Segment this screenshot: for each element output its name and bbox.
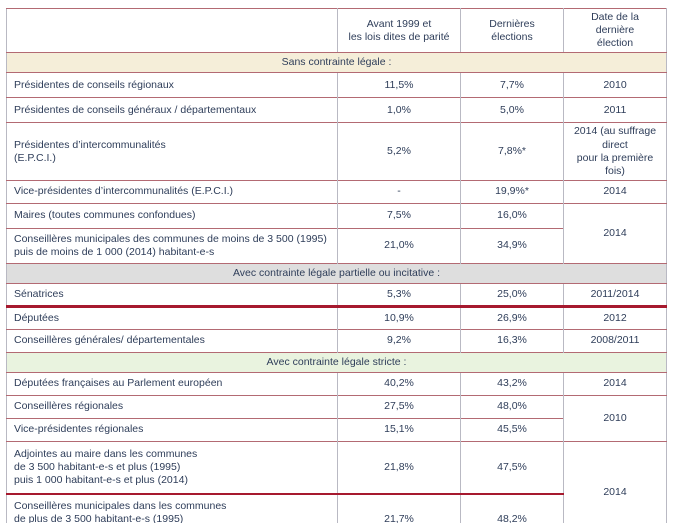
table-row: Conseillères générales/ départementales … bbox=[6, 328, 667, 353]
row-label: Présidentes de conseils régionaux bbox=[6, 72, 338, 98]
cell-dernieres: 16,3% bbox=[460, 328, 564, 353]
row-label: Maires (toutes communes confondues) bbox=[6, 202, 338, 229]
cell-dernieres: 26,9% bbox=[460, 305, 564, 330]
section-contrainte-partielle: Avec contrainte légale partielle ou inci… bbox=[6, 262, 667, 284]
cell-avant: 11,5% bbox=[337, 72, 461, 98]
parity-table: Avant 1999 et les lois dites de parité D… bbox=[6, 8, 667, 523]
table-row: Députées 10,9% 26,9% 2012 bbox=[6, 305, 667, 330]
cell-date: 2014 bbox=[563, 179, 667, 204]
row-label: Adjointes au maire dans les communes de … bbox=[6, 440, 338, 496]
header-label-column bbox=[6, 8, 338, 54]
cell-avant: 7,5% bbox=[337, 202, 461, 229]
cell-dernieres: 43,2% bbox=[460, 371, 564, 396]
table-row: Présidentes de conseils régionaux 11,5% … bbox=[6, 72, 667, 98]
cell-dernieres: 48,0% bbox=[460, 394, 564, 419]
row-label: Députées françaises au Parlement europée… bbox=[6, 371, 338, 396]
row-label: Conseillères générales/ départementales bbox=[6, 328, 338, 353]
cell-dernieres: 25,0% bbox=[460, 282, 564, 308]
header-avant-1999: Avant 1999 et les lois dites de parité bbox=[337, 8, 461, 54]
table-row: Vice-présidentes régionales 15,1% 45,5% bbox=[6, 417, 667, 442]
cell-avant: 10,9% bbox=[337, 305, 461, 330]
row-label: Présidentes de conseils généraux / dépar… bbox=[6, 97, 338, 123]
row-label: Conseillères municipales des communes de… bbox=[6, 227, 338, 264]
cell-avant: - bbox=[337, 179, 461, 204]
cell-avant: 21,7% bbox=[337, 494, 461, 523]
cell-date: 2010 bbox=[563, 72, 667, 98]
cell-date: 2012 bbox=[563, 305, 667, 330]
cell-dernieres: 47,5% bbox=[460, 440, 564, 496]
table-row: Adjointes au maire dans les communes de … bbox=[6, 440, 667, 523]
row-label: Conseillères municipales dans les commun… bbox=[14, 499, 227, 523]
cell-avant: 9,2% bbox=[337, 328, 461, 353]
section-sans-contrainte: Sans contrainte légale : bbox=[6, 52, 667, 74]
row-label: Sénatrices bbox=[6, 282, 338, 308]
cell-avant: 21,8% bbox=[337, 440, 461, 496]
table-row: Présidentes d’intercommunalités (E.P.C.I… bbox=[6, 122, 667, 181]
row-label: Vice-présidentes régionales bbox=[6, 417, 338, 442]
section-title: Avec contrainte légale stricte : bbox=[6, 351, 667, 373]
table-row: Sénatrices 5,3% 25,0% 2011/2014 bbox=[6, 282, 667, 308]
cell-date: 2014 (au suffrage direct pour la premièr… bbox=[563, 122, 667, 181]
cell-date: 2011/2014 bbox=[563, 282, 667, 308]
table-row: Conseillères municipales des communes de… bbox=[6, 227, 667, 264]
table-row: Conseillères régionales 27,5% 48,0% 2010 bbox=[6, 394, 667, 442]
cell-dernieres: 7,7% bbox=[460, 72, 564, 98]
row-label: Présidentes d’intercommunalités (E.P.C.I… bbox=[6, 122, 338, 181]
table-row: Députées françaises au Parlement europée… bbox=[6, 371, 667, 396]
header-dernieres-elections: Dernières élections bbox=[460, 8, 564, 54]
cell-date-merged: 2014 bbox=[563, 440, 667, 523]
cell-dernieres: 5,0% bbox=[460, 97, 564, 123]
cell-date: 2014 bbox=[563, 371, 667, 396]
cell-dernieres: 34,9% bbox=[460, 227, 564, 264]
table-row: Vice-présidentes d’intercommunalités (E.… bbox=[6, 179, 667, 204]
table-header-row: Avant 1999 et les lois dites de parité D… bbox=[6, 8, 667, 54]
cell-avant: 27,5% bbox=[337, 394, 461, 419]
cell-dernieres: 7,8%* bbox=[460, 122, 564, 181]
cell-avant: 40,2% bbox=[337, 371, 461, 396]
header-date-derniere-election: Date de la dernière élection bbox=[563, 8, 667, 54]
cell-avant: 1,0% bbox=[337, 97, 461, 123]
section-title: Avec contrainte légale partielle ou inci… bbox=[6, 262, 667, 284]
cell-dernieres: 19,9%* bbox=[460, 179, 564, 204]
section-contrainte-stricte: Avec contrainte légale stricte : bbox=[6, 351, 667, 373]
table-row: Conseillères municipales dans les commun… bbox=[7, 494, 667, 523]
cell-avant: 21,0% bbox=[337, 227, 461, 264]
cell-avant: 15,1% bbox=[337, 417, 461, 442]
cell-date-merged: 2014 bbox=[563, 202, 667, 264]
cell-dernieres: 48,2% bbox=[460, 494, 564, 523]
cell-avant: 5,2% bbox=[337, 122, 461, 181]
cell-date: 2011 bbox=[563, 97, 667, 123]
section-title: Sans contrainte légale : bbox=[6, 52, 667, 74]
row-label: Députées bbox=[6, 305, 338, 330]
cell-date-merged: 2010 bbox=[563, 394, 667, 442]
cell-avant: 5,3% bbox=[337, 282, 461, 308]
cell-date: 2008/2011 bbox=[563, 328, 667, 353]
cell-dernieres: 16,0% bbox=[460, 202, 564, 229]
table-row: Maires (toutes communes confondues) 7,5%… bbox=[6, 202, 667, 264]
table-row: Présidentes de conseils généraux / dépar… bbox=[6, 97, 667, 123]
cell-dernieres: 45,5% bbox=[460, 417, 564, 442]
row-label: Conseillères régionales bbox=[6, 394, 338, 419]
row-label: Vice-présidentes d’intercommunalités (E.… bbox=[6, 179, 338, 204]
